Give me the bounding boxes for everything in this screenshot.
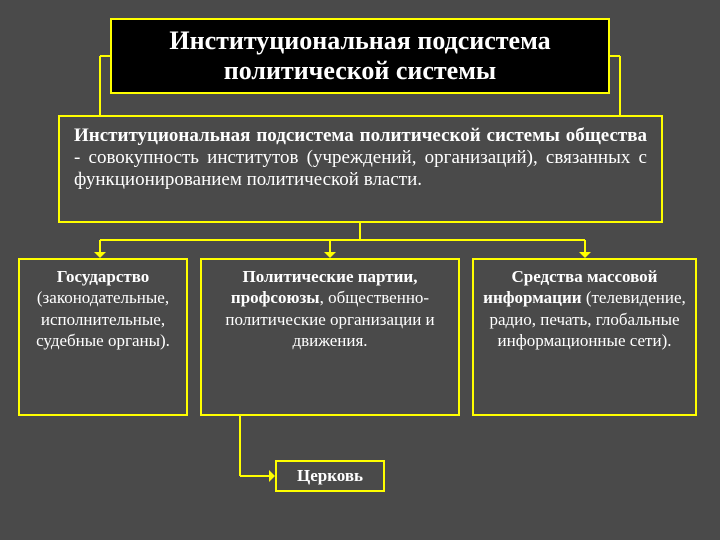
leaf-media: Средства массовой информации (телевидени…	[472, 258, 697, 416]
definition-lead: Институциональная подсистема политическо…	[74, 125, 647, 146]
title-text: Институциональная подсистема политическо…	[169, 26, 550, 86]
definition-rest: - совокупность институтов (учреждений, о…	[74, 147, 647, 190]
leaf-state: Государство (законодательные, исполнител…	[18, 258, 188, 416]
leaf-parties: Политические партии, профсоюзы, обществе…	[200, 258, 460, 416]
title-box: Институциональная подсистема политическо…	[110, 18, 610, 94]
definition-box: Институциональная подсистема политическо…	[58, 115, 663, 223]
church-box: Церковь	[275, 460, 385, 492]
